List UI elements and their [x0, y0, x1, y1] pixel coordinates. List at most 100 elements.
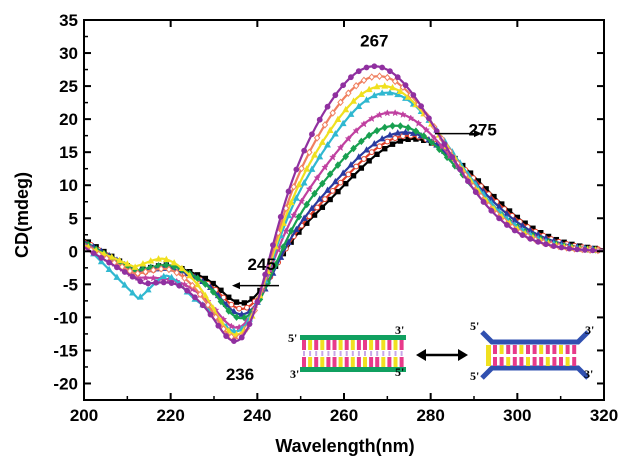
- marker: [376, 72, 383, 80]
- base-pair-top: [314, 340, 319, 350]
- marker: [270, 242, 276, 249]
- marker: [399, 110, 407, 119]
- base-pair-bottom: [381, 357, 386, 367]
- marker: [386, 88, 394, 96]
- marker: [295, 212, 303, 221]
- marker: [209, 288, 217, 296]
- marker: [371, 63, 378, 70]
- marker: [391, 109, 399, 117]
- marker: [293, 166, 300, 173]
- hydrogen-bond: [382, 351, 385, 356]
- marker: [527, 235, 534, 242]
- marker: [298, 164, 305, 173]
- duplex-bottom-strand: [300, 367, 406, 372]
- structure-base-top: [493, 345, 497, 354]
- marker: [402, 82, 409, 89]
- marker: [139, 260, 147, 267]
- annotation-label-245: 245: [247, 255, 275, 274]
- marker: [428, 138, 435, 146]
- marker: [313, 174, 321, 182]
- marker: [345, 171, 352, 178]
- structure-base-bottom: [506, 357, 511, 366]
- marker: [287, 198, 295, 206]
- marker: [368, 114, 376, 123]
- marker: [108, 253, 116, 260]
- marker: [582, 247, 588, 253]
- marker: [355, 68, 362, 75]
- duplex-end-label: 3': [290, 367, 299, 381]
- y-tick-label: -15: [53, 341, 78, 360]
- marker: [207, 311, 214, 318]
- marker: [394, 90, 402, 98]
- marker: [285, 188, 292, 195]
- marker: [168, 273, 175, 281]
- marker: [329, 109, 336, 117]
- base-pair-top: [332, 340, 337, 350]
- marker: [321, 121, 329, 129]
- marker: [144, 286, 152, 293]
- marker: [378, 89, 386, 96]
- base-pair-top: [308, 340, 313, 350]
- marker: [366, 158, 372, 164]
- marker: [342, 152, 349, 161]
- y-tick-label: -5: [63, 275, 78, 294]
- marker: [363, 96, 370, 103]
- structure-base-top: [519, 345, 524, 354]
- base-pair-top: [350, 340, 355, 350]
- marker: [331, 177, 339, 185]
- marker: [394, 129, 402, 136]
- y-tick-label: 25: [59, 77, 78, 96]
- base-pair-bottom: [314, 357, 319, 367]
- structure-base-bottom: [565, 357, 570, 366]
- marker: [392, 135, 399, 141]
- marker: [180, 280, 189, 289]
- marker: [141, 274, 150, 282]
- marker: [196, 290, 204, 299]
- marker: [285, 238, 292, 246]
- marker: [426, 115, 432, 122]
- x-axis-title: Wavelength(nm): [275, 436, 414, 456]
- marker: [311, 189, 318, 198]
- x-tick-label: 240: [243, 406, 271, 425]
- x-tick-label: 260: [330, 406, 358, 425]
- marker: [300, 214, 308, 221]
- marker: [246, 321, 253, 327]
- marker: [339, 119, 347, 127]
- marker: [340, 82, 347, 89]
- marker: [136, 293, 144, 300]
- marker: [397, 122, 404, 130]
- marker: [306, 148, 313, 157]
- y-tick-label: 15: [59, 143, 78, 162]
- y-tick-label: 10: [59, 176, 78, 195]
- marker: [384, 73, 391, 82]
- base-pair-top: [393, 340, 398, 350]
- series-markers-7: [84, 82, 599, 338]
- hydrogen-bond: [357, 351, 360, 356]
- structure-base-top: [539, 345, 544, 354]
- marker: [378, 135, 386, 142]
- marker: [373, 82, 381, 90]
- base-pair-bottom: [320, 357, 325, 367]
- arrow-245-head: [232, 282, 240, 290]
- marker: [137, 278, 144, 285]
- y-axis-title: CD(mdeg): [12, 172, 32, 258]
- structure-base-top: [526, 345, 530, 354]
- axes-layer: 200 220 240 260 280 300 320 -20 -15 -10 -5 0 5 10 15 20…: [53, 11, 618, 425]
- marker: [316, 153, 324, 160]
- data-series-layer: [83, 63, 605, 345]
- marker: [433, 128, 440, 135]
- marker: [230, 307, 238, 315]
- marker: [383, 109, 391, 117]
- marker: [134, 269, 141, 278]
- hydrogen-bond: [370, 351, 373, 356]
- marker: [326, 170, 334, 178]
- marker: [465, 178, 471, 185]
- marker: [194, 280, 201, 288]
- marker: [381, 123, 388, 132]
- structure-bottom-arm: [480, 365, 590, 380]
- marker: [360, 76, 368, 85]
- base-pair-bottom: [350, 357, 355, 367]
- marker: [233, 313, 240, 321]
- marker: [105, 265, 113, 273]
